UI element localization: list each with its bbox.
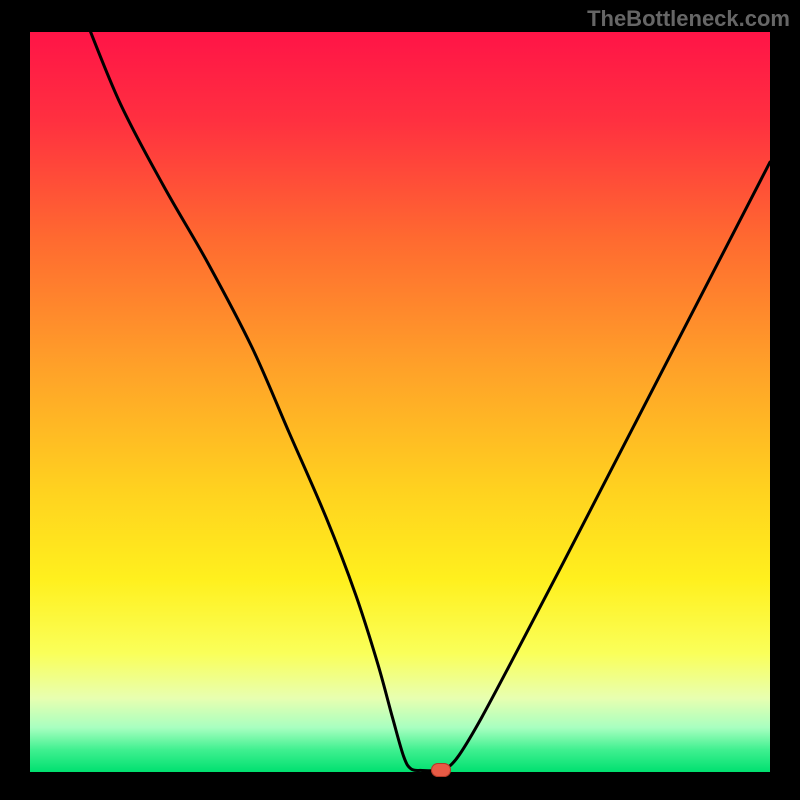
v-curve-path <box>78 0 770 771</box>
watermark-text: TheBottleneck.com <box>587 6 790 32</box>
bottleneck-marker <box>431 763 451 777</box>
v-curve <box>0 0 800 800</box>
chart-stage: TheBottleneck.com <box>0 0 800 800</box>
